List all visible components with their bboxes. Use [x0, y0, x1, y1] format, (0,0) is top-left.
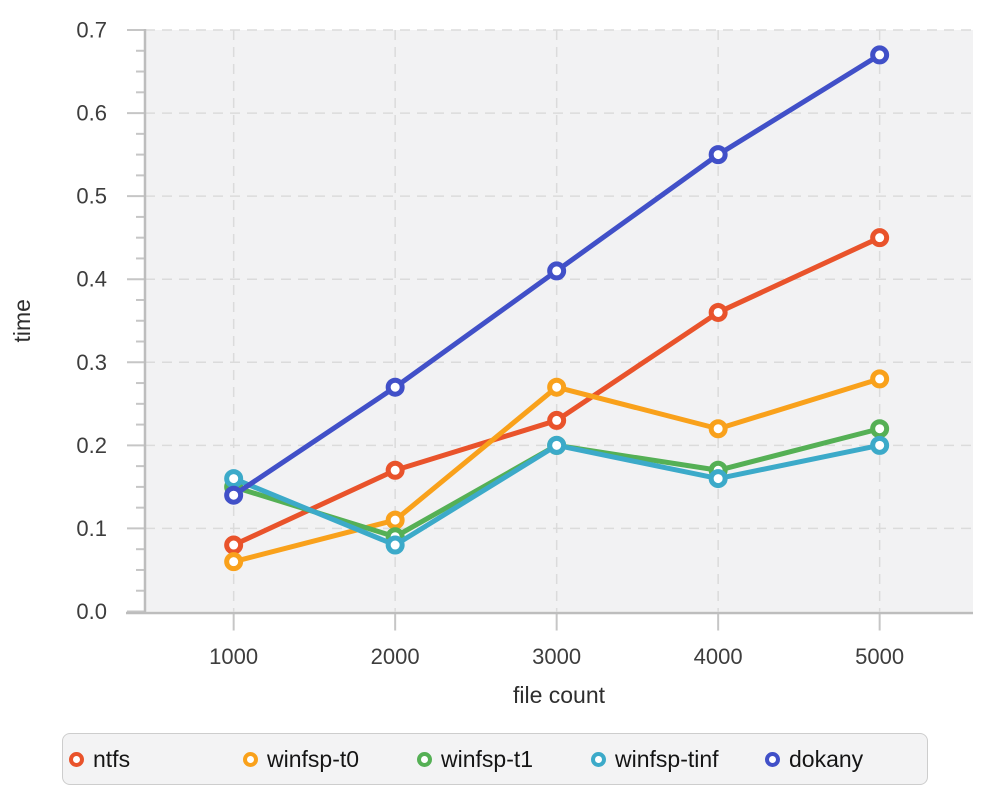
point-winfsp-t0-5000: [870, 369, 890, 389]
y-tick-label: 0.3: [76, 350, 107, 375]
point-dokany-4000: [708, 145, 728, 165]
legend-label: winfsp-t1: [441, 745, 534, 772]
y-axis-title: time: [9, 299, 35, 342]
series-winfsp-t0: [224, 369, 890, 572]
plot-background: [145, 30, 973, 612]
point-winfsp-tinf-2000: [385, 535, 405, 555]
point-dokany-3000: [547, 261, 567, 281]
gridlines: [145, 29, 973, 612]
axis-ticks: [127, 29, 881, 631]
x-tick-label: 4000: [694, 644, 743, 669]
point-ntfs-4000: [708, 302, 728, 322]
point-ntfs-1000: [224, 535, 244, 555]
legend-item-winfsp-t0[interactable]: winfsp-t0: [243, 745, 417, 772]
point-winfsp-t0-1000: [224, 552, 244, 572]
legend-item-winfsp-t1[interactable]: winfsp-t1: [417, 745, 591, 772]
point-winfsp-tinf-1000: [224, 469, 244, 489]
y-tick-label: 0.2: [76, 433, 107, 458]
legend-item-dokany[interactable]: dokany: [765, 745, 864, 772]
point-ntfs-3000: [547, 410, 567, 430]
legend-label: winfsp-t0: [267, 745, 360, 772]
legend-marker-winfsp-t0: [243, 751, 258, 767]
legend-label: dokany: [789, 745, 864, 772]
legend-marker-ntfs: [69, 751, 84, 767]
legend-label: winfsp-tinf: [615, 745, 719, 772]
point-ntfs-5000: [870, 228, 890, 248]
x-axis-title: file count: [513, 682, 606, 708]
x-tick-label: 1000: [209, 644, 258, 669]
point-dokany-1000: [224, 485, 244, 505]
legend-marker-winfsp-t1: [417, 751, 432, 767]
y-tick-label: 0.6: [76, 101, 107, 126]
y-tick-label: 0.5: [76, 184, 107, 209]
legend-marker-dokany: [765, 751, 780, 767]
plot-canvas: 0.0 0.1 0.2 0.3 0.4 0.5 0.6 0.7 1000 2000 3000 4000…: [9, 18, 973, 708]
point-winfsp-tinf-3000: [547, 435, 567, 455]
series-dokany: [224, 45, 890, 505]
point-dokany-2000: [385, 377, 405, 397]
tick-labels: 0.0 0.1 0.2 0.3 0.4 0.5 0.6 0.7 1000 2000 3000 4000…: [76, 18, 904, 670]
point-winfsp-t0-3000: [547, 377, 567, 397]
point-dokany-5000: [870, 45, 890, 65]
point-ntfs-2000: [385, 460, 405, 480]
point-winfsp-t0-2000: [385, 510, 405, 530]
point-winfsp-t0-4000: [708, 419, 728, 439]
y-tick-label: 0.7: [76, 18, 107, 43]
legend: ntfs winfsp-t0 winfsp-t1 winfsp-tinf dokany: [62, 733, 928, 785]
series-ntfs: [224, 228, 890, 555]
x-tick-label: 3000: [532, 644, 581, 669]
y-tick-label: 0.0: [76, 599, 107, 624]
legend-marker-winfsp-tinf: [591, 751, 606, 767]
legend-item-ntfs[interactable]: ntfs: [69, 745, 243, 772]
axis-spines: [126, 29, 973, 615]
x-tick-label: 2000: [371, 644, 420, 669]
point-winfsp-tinf-5000: [870, 435, 890, 455]
y-tick-label: 0.1: [76, 516, 107, 541]
y-tick-label: 0.4: [76, 267, 107, 292]
point-winfsp-t1-5000: [870, 419, 890, 439]
series-winfsp-tinf: [224, 435, 890, 555]
point-winfsp-tinf-4000: [708, 469, 728, 489]
legend-label: ntfs: [93, 745, 131, 772]
x-tick-label: 5000: [855, 644, 904, 669]
legend-item-winfsp-tinf[interactable]: winfsp-tinf: [591, 745, 765, 772]
